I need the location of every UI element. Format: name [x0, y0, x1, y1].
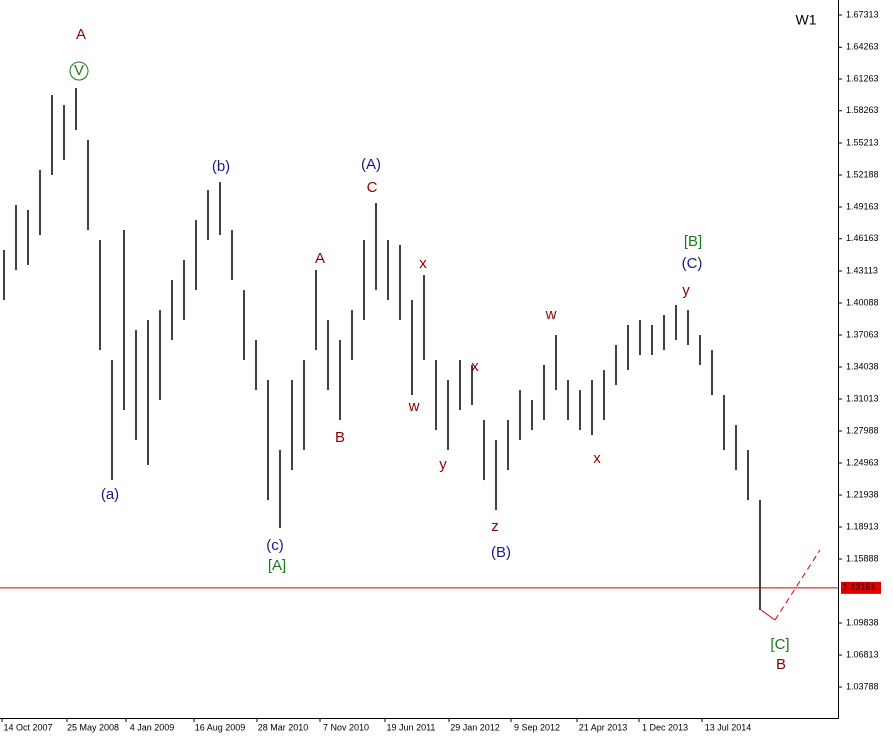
y-tick-label: 1.55213: [846, 137, 879, 147]
x-tick-label: 16 Aug 2009: [195, 722, 246, 732]
x-tick-label: 29 Jan 2012: [450, 722, 500, 732]
y-tick-label: 1.67313: [846, 9, 879, 19]
wave-label: (a): [101, 486, 119, 503]
y-tick-label: 1.64263: [846, 42, 879, 52]
wave-label: [C]: [770, 636, 789, 653]
y-tick-label: 1.24963: [846, 457, 879, 467]
x-tick-label: 7 Nov 2010: [323, 722, 369, 732]
y-tick-label: 1.27988: [846, 425, 879, 435]
wave-circle: [69, 61, 89, 81]
wave-label: [B]: [684, 233, 702, 250]
projection-line: [760, 609, 776, 621]
wave-label: x: [593, 450, 601, 467]
wave-label: (c): [266, 537, 284, 554]
y-tick-label: 1.40088: [846, 297, 879, 307]
y-tick-label: 1.03788: [846, 681, 879, 691]
y-tick-label: 1.46163: [846, 233, 879, 243]
wave-label: A: [315, 250, 325, 267]
x-tick-label: 9 Sep 2012: [514, 722, 560, 732]
y-tick-label: 1.21938: [846, 489, 879, 499]
y-tick-label: 1.34038: [846, 361, 879, 371]
x-tick-label: 1 Dec 2013: [642, 722, 688, 732]
y-tick-label: 1.09838: [846, 617, 879, 627]
wave-label: w: [545, 306, 557, 323]
current-price-box: [841, 581, 881, 594]
y-tick-label: 1.31013: [846, 393, 879, 403]
y-tick-label: 1.43113: [846, 265, 878, 275]
x-tick-label: 4 Jan 2009: [130, 722, 175, 732]
wave-label: B: [335, 429, 345, 446]
wave-label: [A]: [268, 557, 286, 574]
y-tick-label: 1.06813: [846, 649, 879, 659]
y-tick-label: 1.37063: [846, 329, 879, 339]
y-tick-label: 1.52188: [846, 169, 879, 179]
wave-label: (C): [682, 255, 703, 272]
wave-label: (b): [212, 158, 230, 175]
wave-label: w: [408, 398, 420, 415]
x-tick-label: 14 Oct 2007: [3, 722, 52, 732]
x-tick-label: 25 May 2008: [67, 722, 119, 732]
wave-label: (B): [491, 544, 511, 561]
wave-label: y: [682, 282, 690, 299]
wave-label: V: [74, 62, 84, 79]
y-tick-label: 1.61263: [846, 73, 879, 83]
x-tick-label: 28 Mar 2010: [258, 722, 309, 732]
wave-label: x: [419, 255, 427, 272]
wave-label: z: [491, 518, 499, 535]
wave-label: A: [76, 26, 86, 43]
x-tick-label: 21 Apr 2013: [579, 722, 628, 732]
wave-label: C: [367, 179, 378, 196]
wave-label: (A): [361, 156, 381, 173]
x-tick-label: 13 Jul 2014: [705, 722, 752, 732]
y-tick-label: 1.58263: [846, 105, 879, 115]
timeframe: W1: [796, 12, 817, 28]
y-tick-label: 1.49163: [846, 201, 879, 211]
current-price-label: 1.13161: [843, 582, 876, 592]
y-tick-label: 1.18913: [846, 521, 879, 531]
projection-line: [774, 549, 821, 621]
x-tick-label: 19 Jun 2011: [387, 722, 436, 732]
wave-label: y: [439, 456, 447, 473]
wave-label: B: [776, 656, 786, 673]
wave-label: x: [471, 358, 479, 375]
y-tick-label: 1.15888: [846, 553, 879, 563]
